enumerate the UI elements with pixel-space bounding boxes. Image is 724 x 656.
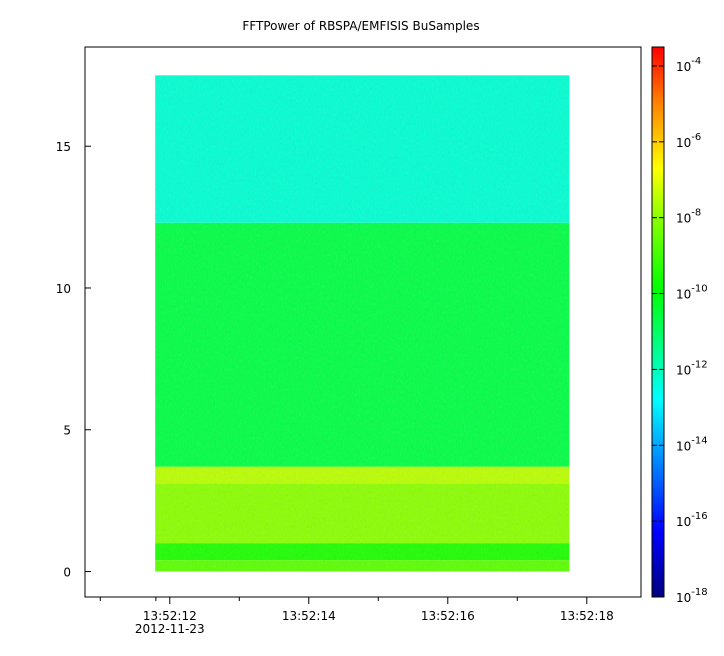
y-axis: 0 5 10 15 — [56, 140, 91, 579]
colorbar-tick-label: 10-6 — [676, 132, 701, 150]
y-tick-label: 15 — [56, 140, 71, 154]
x-tick-date-label: 2012-11-23 — [135, 622, 205, 636]
y-tick-label: 0 — [63, 565, 71, 579]
colorbar-tick-label: 10-4 — [676, 56, 701, 74]
y-tick-label: 5 — [63, 424, 71, 438]
x-tick-label: 13:52:12 — [143, 609, 197, 623]
colorbar-tick-label: 10-18 — [676, 587, 708, 605]
x-tick-label: 13:52:16 — [421, 609, 475, 623]
colorbar-tick-label: 10-10 — [676, 284, 708, 302]
colorbar-tick-label: 10-14 — [676, 435, 708, 453]
y-tick-label: 10 — [56, 282, 71, 296]
spectrogram-noise-texture — [155, 75, 570, 572]
colorbar-tick-label: 10-16 — [676, 511, 708, 529]
colorbar-tick-label: 10-12 — [676, 359, 708, 377]
colorbar-tick-label: 10-8 — [676, 208, 701, 226]
x-tick-label: 13:52:14 — [282, 609, 336, 623]
colorbar — [651, 46, 665, 598]
spectrogram-image — [155, 75, 570, 572]
x-tick-label: 13:52:18 — [560, 609, 614, 623]
chart-title: FFTPower of RBSPA/EMFISIS BuSamples — [242, 19, 479, 33]
